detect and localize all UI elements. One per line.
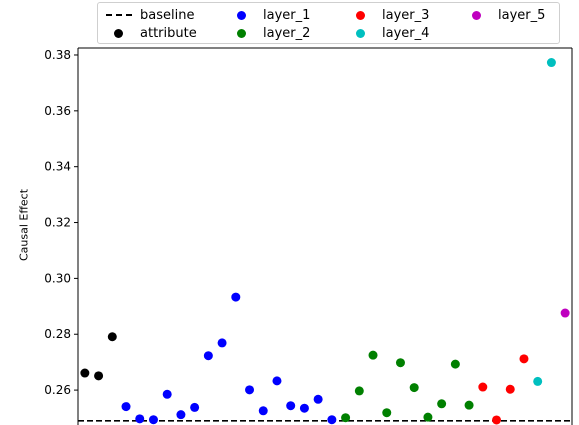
point-layer-2-9 — [464, 400, 474, 410]
point-layer-1-15 — [327, 415, 337, 425]
point-layer-1-11 — [272, 376, 282, 386]
point-layer-2-7 — [437, 399, 447, 409]
y-tick-label-6: 0.38 — [44, 48, 71, 62]
point-layer-1-7 — [217, 338, 227, 348]
point-attribute-1 — [94, 371, 104, 381]
legend-item-layer-4: layer_4 — [348, 24, 429, 42]
point-layer-1-4 — [176, 410, 186, 420]
y-axis-label: Causal Effect — [17, 188, 31, 262]
point-layer-2-4 — [395, 358, 405, 368]
point-layer-2-6 — [423, 412, 433, 422]
legend-label-attribute: attribute — [140, 25, 197, 41]
legend-item-layer-2: layer_2 — [229, 24, 310, 42]
legend-swatch-layer-1 — [237, 10, 246, 20]
legend-item-baseline: baseline — [106, 6, 194, 24]
y-tick-label-5: 0.36 — [44, 104, 71, 118]
point-layer-2-2 — [368, 350, 378, 360]
point-layer-2-5 — [409, 383, 419, 393]
legend-label-baseline: baseline — [140, 7, 195, 23]
legend-swatch-layer-3 — [356, 10, 365, 20]
point-layer-2-0 — [341, 413, 351, 423]
point-layer-1-12 — [286, 401, 296, 411]
legend-label-layer-2: layer_2 — [263, 25, 311, 41]
legend-swatch-attribute — [114, 28, 123, 38]
legend: baseline attribute layer_1 layer_2 layer… — [97, 2, 560, 44]
point-layer-1-3 — [162, 389, 172, 399]
y-tick-label-0: 0.26 — [44, 383, 71, 397]
point-layer-3-3 — [519, 354, 529, 364]
point-layer-4-0 — [533, 376, 543, 386]
y-tick-label-2: 0.30 — [44, 271, 71, 285]
point-layer-2-1 — [354, 386, 364, 396]
point-attribute-0 — [80, 368, 90, 378]
point-attribute-2 — [107, 332, 117, 342]
point-layer-1-6 — [203, 351, 213, 361]
legend-label-layer-4: layer_4 — [382, 25, 430, 41]
y-tick-label-1: 0.28 — [44, 327, 71, 341]
legend-label-layer-1: layer_1 — [263, 7, 311, 23]
point-layer-1-8 — [231, 292, 241, 302]
legend-swatch-layer-2 — [237, 28, 246, 38]
point-layer-1-10 — [258, 406, 268, 416]
point-layer-1-5 — [190, 402, 200, 412]
legend-item-layer-1: layer_1 — [229, 6, 310, 24]
y-tick-label-3: 0.32 — [44, 216, 71, 230]
points-layer — [80, 58, 570, 425]
point-layer-1-0 — [121, 402, 131, 412]
point-layer-1-9 — [245, 385, 255, 395]
point-layer-3-0 — [478, 382, 488, 392]
legend-item-layer-3: layer_3 — [348, 6, 429, 24]
point-layer-4-1 — [546, 58, 556, 68]
legend-swatch-layer-5 — [472, 10, 481, 20]
point-layer-1-13 — [299, 403, 309, 413]
point-layer-3-2 — [505, 384, 515, 394]
axes-layer: 0.26 0.28 0.30 0.32 0.34 0.36 0.38 — [44, 47, 573, 425]
point-layer-1-2 — [148, 415, 158, 425]
legend-item-layer-5: layer_5 — [464, 6, 545, 24]
legend-label-layer-3: layer_3 — [382, 7, 430, 23]
point-layer-5-0 — [560, 308, 570, 318]
legend-item-attribute: attribute — [106, 24, 197, 42]
point-layer-1-14 — [313, 394, 323, 404]
legend-swatch-baseline — [106, 14, 132, 16]
point-layer-2-8 — [450, 359, 460, 369]
point-layer-1-1 — [135, 414, 145, 424]
legend-label-layer-5: layer_5 — [498, 7, 546, 23]
point-layer-2-3 — [382, 408, 392, 418]
y-tick-label-4: 0.34 — [44, 160, 71, 174]
legend-swatch-layer-4 — [356, 28, 365, 38]
point-layer-3-1 — [492, 415, 502, 425]
